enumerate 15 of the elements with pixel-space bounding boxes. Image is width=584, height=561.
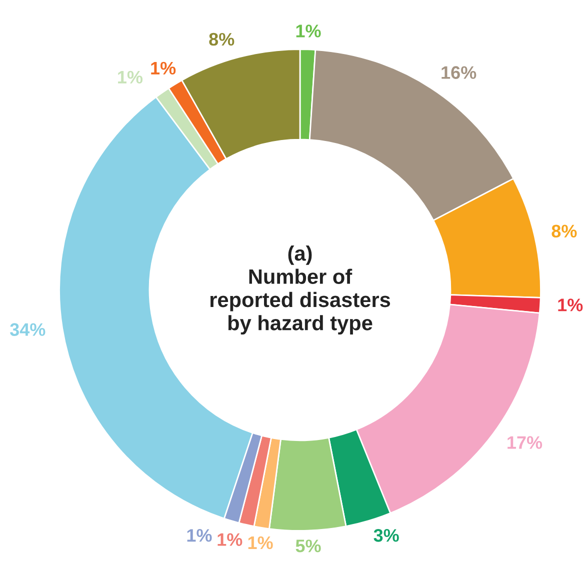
data-label: 1% [296,24,321,38]
data-label: 1% [187,529,212,542]
data-label: 16% [442,66,476,79]
data-label: 1% [248,536,273,550]
text: (a) Number of reported disasters by hazard type [210,245,390,335]
data-label: 8% [552,224,577,238]
data-label: 1% [558,298,583,312]
data-label: 1% [218,533,242,546]
data-label: 1% [118,70,143,84]
data-label: 8% [209,32,234,46]
data-label: 5% [296,540,321,552]
data-label: 34% [10,323,46,336]
data-label: 1% [151,62,176,75]
data-label: 17% [508,436,542,449]
data-label: 3% [374,529,399,542]
